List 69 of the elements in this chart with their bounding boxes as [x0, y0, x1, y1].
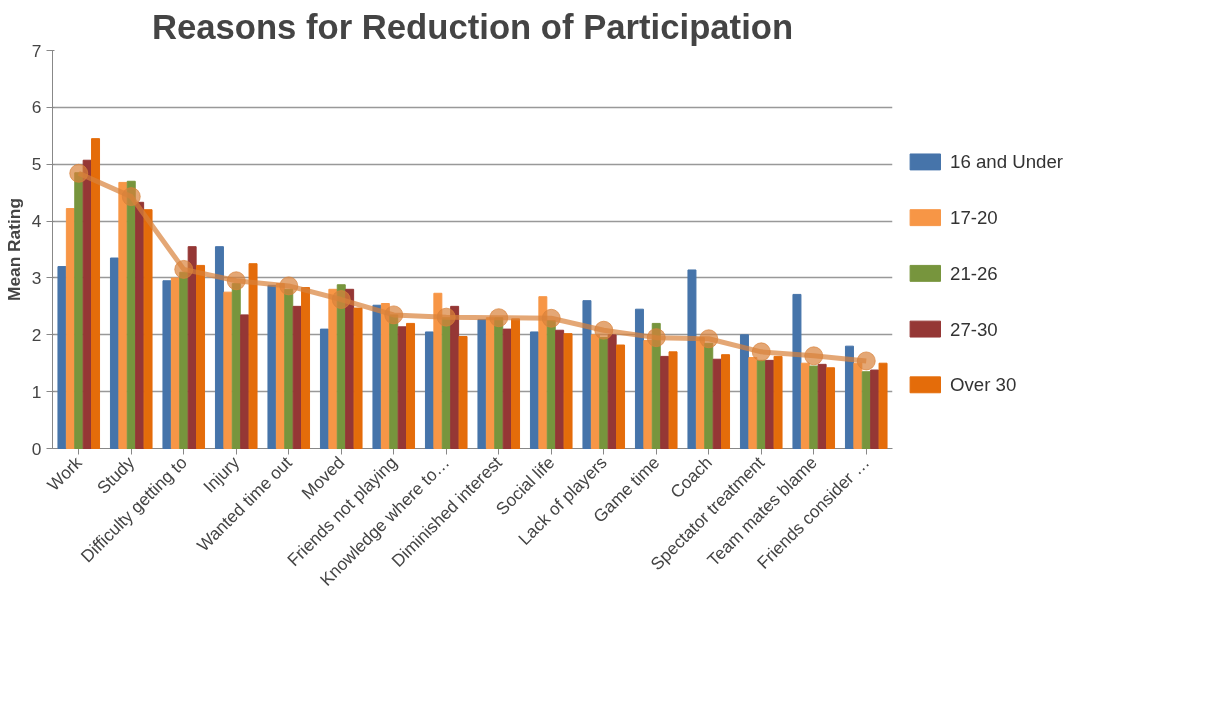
bar: [773, 355, 783, 449]
point: [174, 259, 194, 279]
point: [121, 187, 141, 207]
bar: [319, 328, 329, 449]
point: [331, 290, 351, 310]
bar: [599, 337, 609, 449]
bar: [792, 293, 802, 449]
bar: [687, 269, 697, 449]
bar: [668, 351, 678, 449]
point: [226, 271, 246, 291]
bar: [223, 291, 233, 449]
y-tick-label: 5: [31, 154, 42, 175]
bar: [248, 263, 258, 449]
bar: [477, 318, 487, 449]
bar: [582, 300, 592, 449]
y-tick-label: 6: [31, 97, 42, 118]
bar: [196, 264, 206, 449]
bar: [162, 280, 172, 449]
bar: [538, 296, 548, 449]
bar: [511, 318, 521, 449]
bar: [267, 284, 277, 449]
y-axis-title: Mean Rating: [3, 197, 24, 302]
bar: [57, 266, 67, 449]
y-tick-label: 7: [31, 40, 42, 61]
bar: [861, 371, 871, 449]
point: [856, 351, 876, 371]
bar: [143, 209, 153, 449]
bar: [809, 365, 819, 449]
point: [646, 328, 666, 348]
bar: [853, 362, 863, 449]
y-tick-label: 1: [31, 381, 42, 402]
bar: [433, 292, 443, 449]
y-tick-label: 4: [31, 211, 42, 232]
chart-title: Reasons for Reduction of Participation: [151, 7, 794, 46]
point: [384, 305, 404, 325]
bar: [826, 367, 836, 449]
bar: [372, 304, 382, 449]
bar: [748, 357, 758, 449]
bar: [328, 288, 338, 449]
point: [436, 307, 456, 327]
bar: [406, 322, 416, 449]
bar: [502, 328, 512, 449]
legend-label: 27-30: [950, 318, 998, 340]
bar: [458, 335, 468, 449]
point: [541, 308, 561, 328]
y-tick-label: 3: [31, 267, 42, 288]
legend-label: Over 30: [950, 374, 1017, 396]
legend-label: 21-26: [950, 262, 998, 284]
point: [69, 163, 89, 183]
point: [594, 320, 614, 340]
bar: [616, 344, 626, 449]
bar: [353, 307, 363, 449]
legend-label: 16 and Under: [950, 151, 1064, 173]
y-tick-label: 2: [31, 324, 42, 345]
point: [489, 308, 509, 328]
legend-label: 17-20: [950, 207, 998, 229]
bar: [643, 339, 653, 449]
bar: [563, 333, 573, 449]
point: [699, 329, 719, 349]
point: [804, 346, 824, 366]
bar: [118, 181, 128, 449]
bar: [91, 138, 101, 449]
bar: [878, 362, 888, 449]
bar: [870, 369, 880, 449]
bar: [301, 287, 311, 449]
bar: [721, 354, 731, 449]
point: [279, 276, 299, 296]
point: [751, 342, 771, 362]
y-tick-label: 0: [31, 438, 42, 459]
